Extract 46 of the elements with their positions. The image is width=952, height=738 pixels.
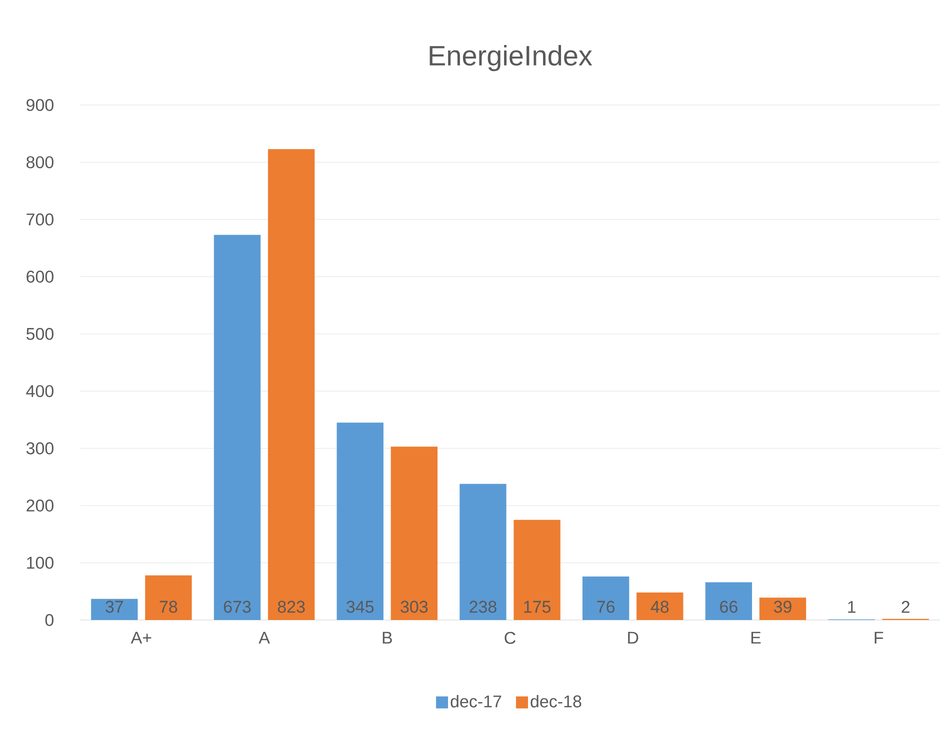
chart-title: EnergieIndex bbox=[430, 45, 592, 72]
bar bbox=[91, 598, 138, 620]
y-tick-label: 800 bbox=[26, 156, 54, 168]
data-label: 303 bbox=[400, 600, 428, 613]
bar bbox=[390, 446, 438, 620]
data-label: 2 bbox=[902, 600, 910, 613]
bar bbox=[460, 484, 506, 620]
legend-label: dec-17 bbox=[450, 694, 502, 708]
data-label: 238 bbox=[470, 600, 496, 613]
data-label: 39 bbox=[774, 600, 792, 613]
bar bbox=[636, 592, 684, 620]
bar bbox=[336, 422, 384, 620]
bar bbox=[705, 582, 752, 620]
bar bbox=[145, 575, 192, 620]
bar bbox=[759, 598, 806, 620]
x-tick-label: F bbox=[874, 632, 884, 644]
data-label: 175 bbox=[524, 600, 550, 613]
y-tick-label: 500 bbox=[26, 328, 54, 340]
x-tick-label: A bbox=[258, 632, 270, 644]
data-label: 78 bbox=[160, 600, 178, 613]
y-tick-label: 100 bbox=[27, 556, 54, 569]
data-label: 345 bbox=[346, 600, 374, 613]
bar bbox=[214, 234, 261, 620]
bar bbox=[268, 149, 315, 620]
y-tick-label: 200 bbox=[26, 500, 54, 512]
bar bbox=[514, 520, 560, 620]
data-label: 48 bbox=[650, 600, 669, 613]
x-tick-label: D bbox=[628, 632, 638, 644]
data-label: 823 bbox=[278, 600, 305, 613]
data-label: 66 bbox=[720, 600, 738, 613]
x-tick-label: E bbox=[751, 632, 761, 644]
y-tick-label: 700 bbox=[26, 213, 54, 226]
x-tick-label: A+ bbox=[130, 632, 152, 644]
data-label: 673 bbox=[224, 600, 251, 613]
data-label: 37 bbox=[106, 600, 123, 613]
data-label: 1 bbox=[848, 601, 856, 613]
y-tick-label: 600 bbox=[26, 270, 54, 283]
data-label: 76 bbox=[597, 600, 615, 613]
y-tick-label: 300 bbox=[26, 442, 54, 454]
x-tick-label: C bbox=[504, 632, 516, 644]
legend-label: dec-18 bbox=[530, 694, 582, 708]
y-tick-label: 900 bbox=[26, 98, 54, 112]
y-tick-label: 400 bbox=[26, 385, 54, 398]
bar bbox=[582, 576, 630, 620]
x-tick-label: B bbox=[382, 632, 392, 644]
y-tick-label: 0 bbox=[45, 614, 54, 626]
